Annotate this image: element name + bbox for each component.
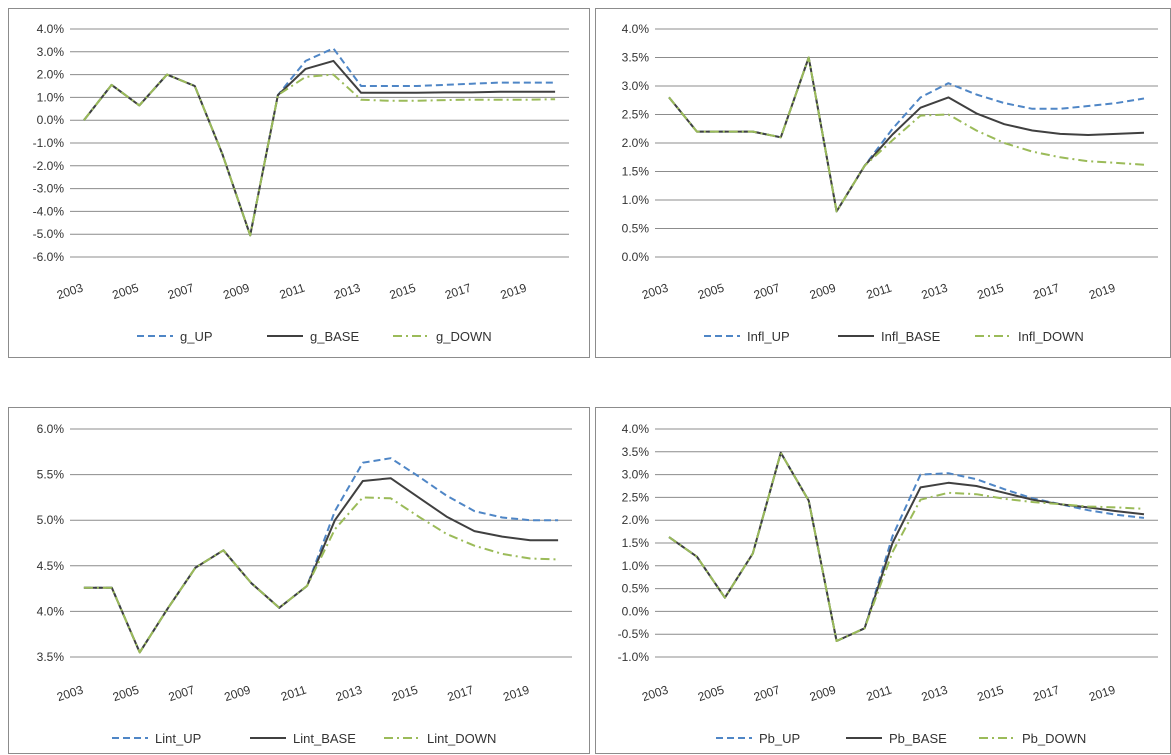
x-tick-label: 2017 [446,682,476,704]
y-tick-label: 4.5% [37,559,65,573]
y-tick-label: 0.0% [37,113,65,127]
y-tick-label: 4.0% [622,22,650,36]
x-tick-label: 2015 [388,280,418,302]
x-tick-label: 2015 [390,682,420,704]
x-tick-label: 2011 [865,280,894,301]
series-line-pb-down [669,453,1144,641]
x-tick-label: 2003 [55,280,85,302]
x-tick-label: 2009 [808,682,838,704]
legend-label-infl-down: Infl_DOWN [1018,329,1084,344]
y-tick-label: 2.0% [622,136,650,150]
x-tick-label: 2011 [279,682,308,703]
legend-label-pb-base: Pb_BASE [889,731,947,746]
x-tick-label: 2005 [111,280,141,302]
x-tick-label: 2013 [920,280,950,302]
x-tick-label: 2011 [278,280,307,301]
x-tick-label: 2015 [976,280,1006,302]
chart-infl: 4.0% 3.5% 3.0% 2.5% 2.0% 1.5% 1.0% 0.5% 0.0% 2003… [596,9,1171,359]
chart-g: 4.0% 3.0% 2.0% 1.0% 0.0% -1.0% -2.0% -3.0% -4.0%… [9,9,591,359]
legend-label-lint-base: Lint_BASE [293,731,356,746]
x-tick-label: 2005 [696,280,726,302]
y-tick-label: -5.0% [33,227,65,241]
x-tick-label: 2017 [1031,682,1061,704]
chart-panel-pb: 4.0% 3.5% 3.0% 2.5% 2.0% 1.5% 1.0% 0.5% 0.0% -0.5… [595,407,1171,754]
x-tick-label: 2019 [501,682,531,704]
x-tick-label: 2005 [111,682,141,704]
x-tick-label: 2009 [222,682,252,704]
y-tick-label: 6.0% [37,422,65,436]
x-tick-label: 2007 [167,682,197,704]
x-tick-label: 2019 [1087,280,1117,302]
x-tick-label: 2007 [752,280,782,302]
chart-lint: 6.0% 5.5% 5.0% 4.5% 4.0% 3.5% 2003 2005 2007 2009… [9,408,591,755]
chart-panel-infl: 4.0% 3.5% 3.0% 2.5% 2.0% 1.5% 1.0% 0.5% 0.0% 2003… [595,8,1171,358]
y-tick-label: 3.5% [37,650,65,664]
legend-label-pb-down: Pb_DOWN [1022,731,1086,746]
y-tick-label: 2.0% [37,68,65,82]
y-tick-label: 2.5% [622,108,650,122]
chart-panel-lint: 6.0% 5.5% 5.0% 4.5% 4.0% 3.5% 2003 2005 2007 2009… [8,407,590,754]
legend-label-lint-up: Lint_UP [155,731,201,746]
y-tick-label: 3.0% [622,79,650,93]
x-tick-label: 2013 [332,280,362,302]
y-tick-label: 3.5% [622,51,650,65]
x-tick-label: 2019 [499,280,529,302]
y-tick-label: 3.0% [37,45,65,59]
series-line-infl-base [669,58,1144,212]
legend-label-infl-up: Infl_UP [747,329,790,344]
y-tick-label: 3.0% [622,468,650,482]
y-tick-label: 2.0% [622,513,650,527]
x-tick-label: 2007 [752,682,782,704]
y-tick-label: -6.0% [33,250,65,264]
y-tick-label: -3.0% [33,182,65,196]
y-tick-label: 1.0% [622,193,650,207]
x-tick-label: 2007 [166,280,196,302]
x-tick-label: 2003 [640,682,670,704]
y-tick-label: -1.0% [33,136,65,150]
legend-label-lint-down: Lint_DOWN [427,731,496,746]
legend-label-g-up: g_UP [180,329,213,344]
x-tick-label: 2013 [334,682,364,704]
chart-pb: 4.0% 3.5% 3.0% 2.5% 2.0% 1.5% 1.0% 0.5% 0.0% -0.5… [596,408,1171,755]
y-tick-label: 4.0% [622,422,650,436]
y-tick-label: 0.5% [622,222,650,236]
x-tick-label: 2017 [443,280,473,302]
y-tick-label: 5.0% [37,513,65,527]
y-tick-label: 4.0% [37,22,65,36]
y-tick-label: -4.0% [33,204,65,218]
y-tick-label: 1.0% [37,90,65,104]
y-tick-label: 0.5% [622,582,650,596]
chart-panel-g: 4.0% 3.0% 2.0% 1.0% 0.0% -1.0% -2.0% -3.0% -4.0%… [8,8,590,358]
y-tick-label: 2.5% [622,490,650,504]
x-tick-label: 2017 [1031,280,1061,302]
x-tick-label: 2011 [865,682,894,703]
y-tick-label: 1.5% [622,165,650,179]
series-line-pb-base [669,453,1144,641]
y-tick-label: 1.0% [622,559,650,573]
y-tick-label: 4.0% [37,604,65,618]
y-tick-label: -2.0% [33,159,65,173]
y-tick-label: 0.0% [622,250,650,264]
x-tick-label: 2015 [976,682,1006,704]
y-tick-label: 3.5% [622,445,650,459]
y-tick-label: -1.0% [618,650,650,664]
legend-label-g-down: g_DOWN [436,329,492,344]
x-tick-label: 2009 [808,280,838,302]
x-tick-label: 2003 [640,280,670,302]
x-tick-label: 2005 [696,682,726,704]
legend-label-pb-up: Pb_UP [759,731,800,746]
y-tick-label: 5.5% [37,468,65,482]
y-tick-label: 0.0% [622,604,650,618]
series-line-pb-up [669,453,1144,641]
x-tick-label: 2003 [55,682,85,704]
y-tick-label: -0.5% [618,627,650,641]
y-tick-label: 1.5% [622,536,650,550]
x-tick-label: 2009 [221,280,251,302]
legend-label-infl-base: Infl_BASE [881,329,941,344]
x-tick-label: 2019 [1087,682,1117,704]
legend-label-g-base: g_BASE [310,329,359,344]
x-tick-label: 2013 [920,682,950,704]
